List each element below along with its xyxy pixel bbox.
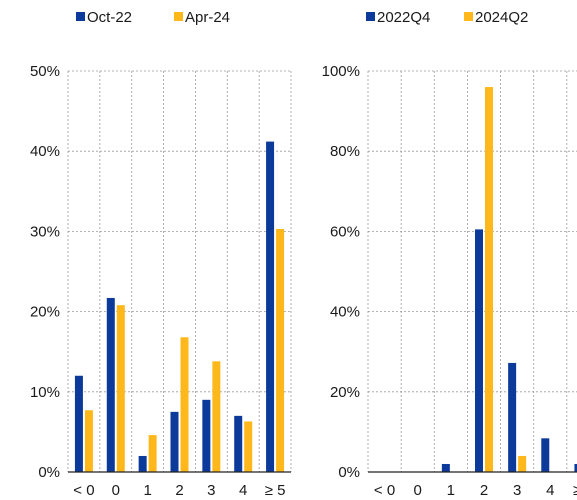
x-tick-label: ≥ 5: [265, 482, 286, 499]
bar-2024Q2-3: [485, 87, 493, 472]
x-tick-label: ≥ 5: [573, 482, 577, 499]
bar-Oct-22-4: [202, 399, 211, 472]
bar-Apr-24-2: [148, 435, 157, 472]
bar-Oct-22-5: [234, 415, 243, 472]
chart-panel-right: 0% 20% 40% 60% 80% 100% < 0 0 1 2 3 4 ≥ 5 2022Q4 2024Q…: [322, 9, 577, 499]
y-tick-label: 60%: [330, 223, 360, 240]
y-tick-label: 0%: [338, 464, 360, 481]
bar-Oct-22-3: [170, 411, 179, 472]
x-tick-label: < 0: [73, 482, 94, 499]
legend-label: Apr-24: [185, 9, 230, 26]
legend-swatch: [76, 12, 85, 21]
x-tick-label: < 0: [374, 482, 395, 499]
legend-label: 2022Q4: [377, 9, 430, 26]
chart-panel-left: 0% 10% 20% 30% 40% 50% < 0 0 1 2 3 4 ≥ 5 Oct-22 Apr-24: [30, 9, 292, 499]
x-tick-label: 2: [175, 482, 183, 499]
y-tick-label: 40%: [330, 304, 360, 321]
legend-label: Oct-22: [87, 9, 132, 26]
bar-2022Q4-3: [475, 229, 483, 472]
bar-2022Q4-2: [441, 463, 450, 472]
bar-Oct-22-0: [74, 375, 83, 472]
x-tick-label: 2: [480, 482, 488, 499]
bar-Apr-24-3: [180, 337, 189, 472]
bar-2022Q4-5: [541, 438, 550, 472]
x-tick-label: 4: [546, 482, 554, 499]
legend-swatch: [174, 12, 183, 21]
y-tick-label: 100%: [322, 63, 360, 80]
y-tick-label: 20%: [30, 304, 60, 321]
y-tick-label: 80%: [330, 143, 360, 160]
legend-swatch: [366, 12, 375, 21]
bar-Oct-22-2: [138, 455, 147, 472]
x-tick-label: 1: [143, 482, 151, 499]
bar-Apr-24-4: [212, 361, 221, 472]
bar-2024Q2-4: [518, 455, 527, 472]
legend-swatch: [464, 12, 473, 21]
x-tick-label: 3: [207, 482, 215, 499]
bar-2022Q4-4: [508, 362, 517, 472]
bar-Apr-24-0: [84, 410, 93, 472]
x-tick-label: 4: [239, 482, 247, 499]
legend-label: 2024Q2: [475, 9, 528, 26]
y-tick-label: 40%: [30, 143, 60, 160]
y-tick-label: 20%: [330, 384, 360, 401]
y-tick-label: 10%: [30, 384, 60, 401]
bar-Oct-22-6: [266, 141, 275, 473]
x-tick-label: 1: [447, 482, 455, 499]
y-tick-label: 50%: [30, 63, 60, 80]
y-tick-label: 30%: [30, 223, 60, 240]
x-tick-label: 0: [112, 482, 120, 499]
x-tick-label: 3: [513, 482, 521, 499]
bar-2022Q4-6: [574, 463, 577, 472]
bar-Apr-24-1: [116, 305, 125, 472]
bar-Oct-22-1: [106, 297, 115, 472]
y-tick-label: 0%: [38, 464, 60, 481]
bar-Apr-24-6: [276, 228, 285, 472]
x-tick-label: 0: [414, 482, 422, 499]
bar-Apr-24-5: [244, 421, 253, 472]
